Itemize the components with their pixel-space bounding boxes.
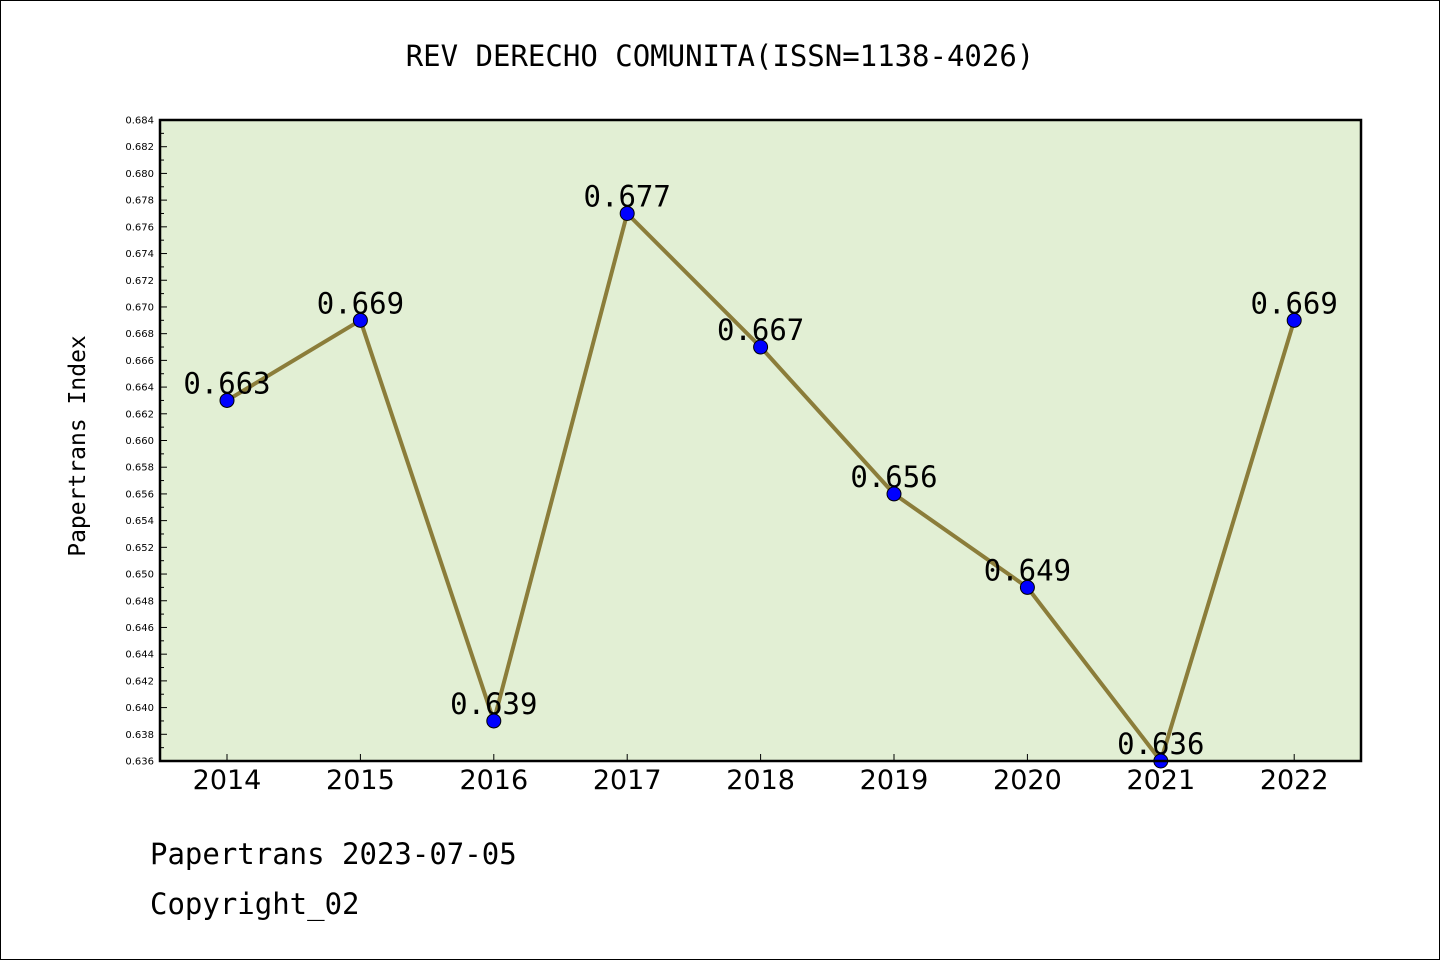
chart-title: REV DERECHO COMUNITA(ISSN=1138-4026) [406,39,1035,73]
y-tick-label: 0.666 [125,356,154,367]
data-label: 0.677 [584,179,671,213]
y-axis-label: Papertrans Index [65,335,91,557]
y-tick-label: 0.646 [125,623,154,634]
x-tick-label: 2018 [726,765,795,796]
data-label: 0.669 [1251,286,1338,320]
x-tick-label: 2020 [993,765,1062,796]
y-tick-label: 0.636 [125,757,154,768]
data-label: 0.636 [1117,727,1204,761]
y-tick-label: 0.684 [125,116,154,127]
y-tick-label: 0.660 [125,436,154,447]
series-segment [758,345,896,496]
footer-date: Papertrans 2023-07-05 [150,837,517,871]
y-tick-label: 0.672 [125,276,154,287]
x-tick-label: 2022 [1260,765,1329,796]
data-labels: 0.663 0.669 0.639 0.677 0.667 0.656 0.649 0.636… [183,179,1338,761]
y-tick-label: 0.658 [125,463,154,474]
data-point [1019,579,1035,595]
x-tick-label: 2019 [860,765,929,796]
data-label: 0.669 [317,286,404,320]
data-point [619,205,635,221]
series-segment [358,318,496,723]
data-label: 0.639 [450,687,537,721]
series-segment [1158,318,1297,763]
y-tick-label: 0.650 [125,570,154,581]
series-segment [225,318,363,403]
data-point [1286,312,1302,328]
y-tick-label: 0.644 [125,650,154,661]
series-segment [625,211,763,350]
x-tick-label: 2014 [193,765,262,796]
data-point [486,713,502,729]
plot-area [160,120,1361,761]
y-tick-label: 0.642 [125,676,154,687]
y-tick-label: 0.680 [125,169,154,180]
footer-copyright: Copyright_02 [150,887,360,922]
y-tick-label: 0.652 [125,543,154,554]
y-tick-label: 0.674 [125,249,154,260]
y-tick-label: 0.656 [125,489,154,500]
data-point [219,392,235,408]
data-point [886,486,902,502]
x-tick-label: 2015 [326,765,395,796]
series-segment [491,211,630,723]
y-tick-label: 0.638 [125,730,154,741]
y-tick-label: 0.654 [125,516,154,527]
x-tick-label: 2016 [459,765,528,796]
y-tick-label: 0.648 [125,596,154,607]
data-point [753,339,769,355]
data-label: 0.667 [717,313,804,347]
x-axis: 2014 2015 2016 2017 2018 2019 2020 2021 2022 [193,754,1329,796]
data-label: 0.656 [850,460,937,494]
x-tick-label: 2017 [593,765,662,796]
series-segment [1025,585,1163,763]
y-tick-label: 0.670 [125,302,154,313]
series-segment [892,491,1030,590]
y-axis: 0.636 0.638 0.640 0.642 0.644 0.646 0.648 0.650… [125,116,167,768]
series-line [225,211,1297,763]
y-tick-label: 0.664 [125,383,154,394]
data-label: 0.663 [183,366,270,400]
y-tick-label: 0.682 [125,142,154,153]
y-tick-label: 0.668 [125,329,154,340]
x-tick-label: 2021 [1126,765,1195,796]
data-label: 0.649 [984,553,1071,587]
plot-border [158,118,1363,763]
y-tick-label: 0.640 [125,703,154,714]
y-tick-label: 0.662 [125,409,154,420]
y-tick-label: 0.676 [125,222,154,233]
data-point [352,312,368,328]
y-tick-label: 0.678 [125,196,154,207]
